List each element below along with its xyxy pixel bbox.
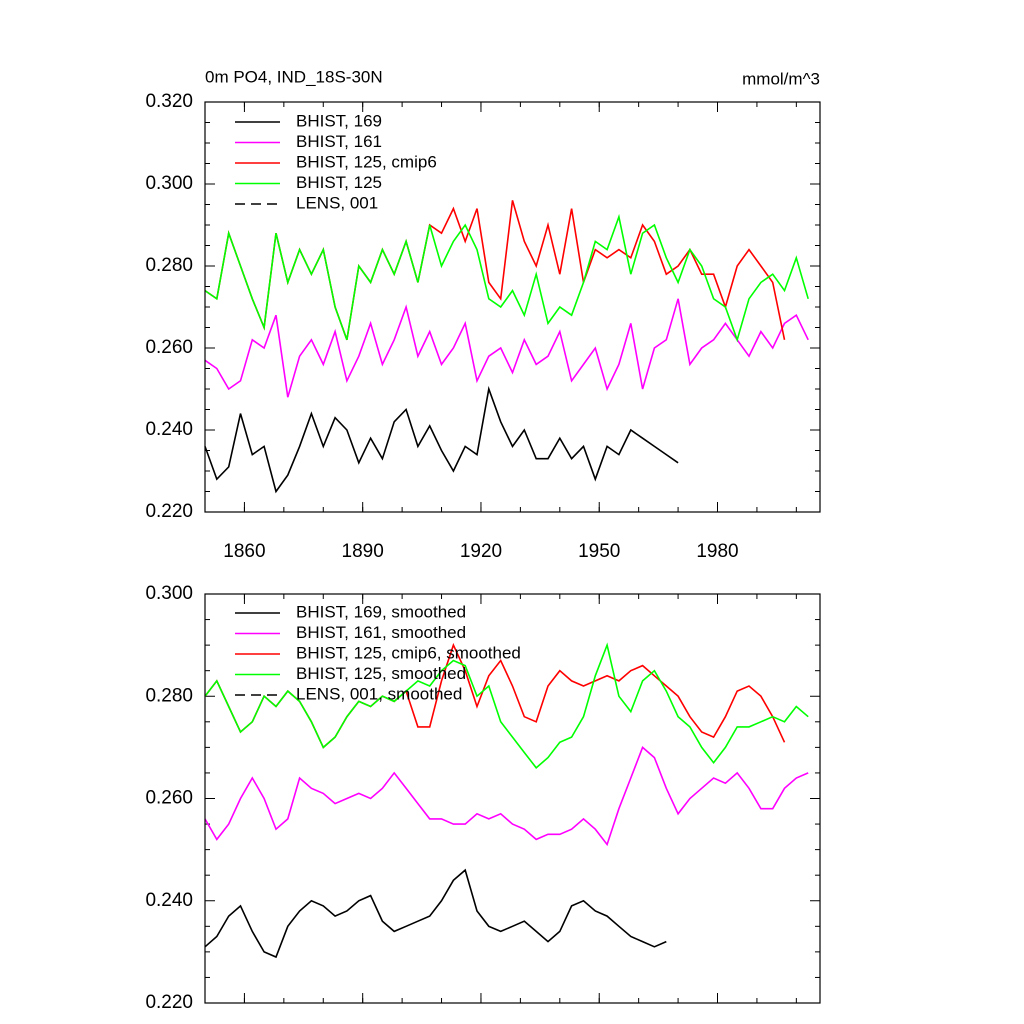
- y-tick-label: 0.220: [145, 501, 193, 522]
- chart-title: 0m PO4, IND_18S-30N: [205, 67, 383, 86]
- y-tick-label: 0.280: [145, 255, 193, 276]
- y-tick-label: 0.320: [145, 91, 193, 112]
- y-tick-label: 0.240: [145, 890, 193, 911]
- series-line: [204, 298, 809, 398]
- series-line: [204, 746, 809, 847]
- legend-label: BHIST, 125, cmip6: [296, 152, 437, 171]
- y-tick-label: 0.300: [145, 583, 193, 604]
- y-tick-label: 0.260: [145, 337, 193, 358]
- y-tick-label: 0.280: [145, 685, 193, 706]
- series-line: [204, 385, 679, 494]
- legend-label: BHIST, 125, cmip6, smoothed: [296, 643, 521, 662]
- x-tick-label: 1980: [696, 541, 738, 562]
- legend-label: LENS, 001: [296, 193, 378, 212]
- y-tick-label: 0.220: [145, 992, 193, 1013]
- plot-frame: [204, 593, 821, 1004]
- y-tick-label: 0.300: [145, 173, 193, 194]
- x-tick-label: 1950: [578, 541, 620, 562]
- legend-label: BHIST, 125, smoothed: [296, 664, 466, 683]
- plot-frame: [204, 101, 821, 513]
- x-tick-label: 1860: [223, 541, 265, 562]
- legend-label: BHIST, 169, smoothed: [296, 602, 466, 621]
- series-line: [204, 213, 809, 343]
- legend-label: LENS, 001, smoothed: [296, 684, 462, 703]
- legend-label: BHIST, 169: [296, 111, 382, 130]
- legend-label: BHIST, 161: [296, 132, 382, 151]
- series-line: [204, 642, 809, 769]
- x-tick-label: 1890: [342, 541, 384, 562]
- units-label: mmol/m^3: [742, 69, 820, 88]
- legend-label: BHIST, 161, smoothed: [296, 623, 466, 642]
- y-tick-label: 0.240: [145, 419, 193, 440]
- series-line: [204, 868, 667, 959]
- y-tick-label: 0.260: [145, 788, 193, 809]
- legend-label: BHIST, 125: [296, 173, 382, 192]
- x-tick-label: 1920: [460, 541, 502, 562]
